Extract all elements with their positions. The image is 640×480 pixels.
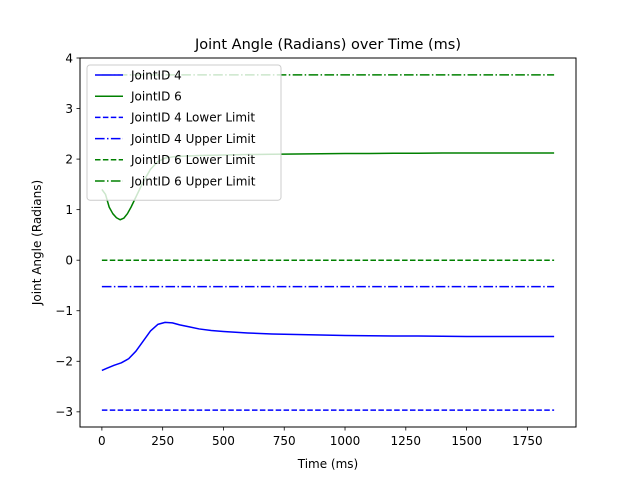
x-tick-label: 1750 xyxy=(512,434,543,448)
y-tick-label: 0 xyxy=(65,253,73,267)
legend-label: JointID 6 xyxy=(130,90,182,104)
x-tick-label: 750 xyxy=(273,434,296,448)
x-tick-label: 0 xyxy=(98,434,106,448)
chart-title: Joint Angle (Radians) over Time (ms) xyxy=(194,37,461,53)
legend-box xyxy=(86,64,282,201)
legend-label: JointID 6 Upper Limit xyxy=(130,174,256,188)
legend-label: JointID 4 Lower Limit xyxy=(130,111,255,125)
y-tick-label: 3 xyxy=(65,102,73,116)
y-tick-label: 2 xyxy=(65,152,73,166)
x-axis-label: Time (ms) xyxy=(297,457,359,471)
y-tick-label: 1 xyxy=(65,203,73,217)
y-tick-label: −2 xyxy=(55,355,73,369)
x-tick-label: 500 xyxy=(212,434,235,448)
legend-label: JointID 6 Lower Limit xyxy=(130,153,255,167)
ticks-layer: 0 250 500 750 1000 1250 1500 1750 −3 −2 −1 0 1 2 3 4 xyxy=(55,51,542,448)
legend: JointID 4 JointID 6 JointID 4 Lower Limit J… xyxy=(86,64,282,201)
series-layer xyxy=(101,74,555,411)
legend-label: JointID 4 xyxy=(130,68,182,82)
x-tick-label: 1000 xyxy=(330,434,361,448)
y-tick-label: 4 xyxy=(65,51,73,65)
x-tick-label: 1500 xyxy=(451,434,482,448)
y-tick-label: −3 xyxy=(55,405,73,419)
y-axis-label: Joint Angle (Radians) xyxy=(30,180,44,306)
x-tick-label: 1250 xyxy=(391,434,422,448)
series-line-0 xyxy=(101,321,555,372)
x-tick-label: 250 xyxy=(151,434,174,448)
y-tick-label: −1 xyxy=(55,304,73,318)
legend-label: JointID 4 Upper Limit xyxy=(130,132,256,146)
plot-frame xyxy=(79,57,577,428)
